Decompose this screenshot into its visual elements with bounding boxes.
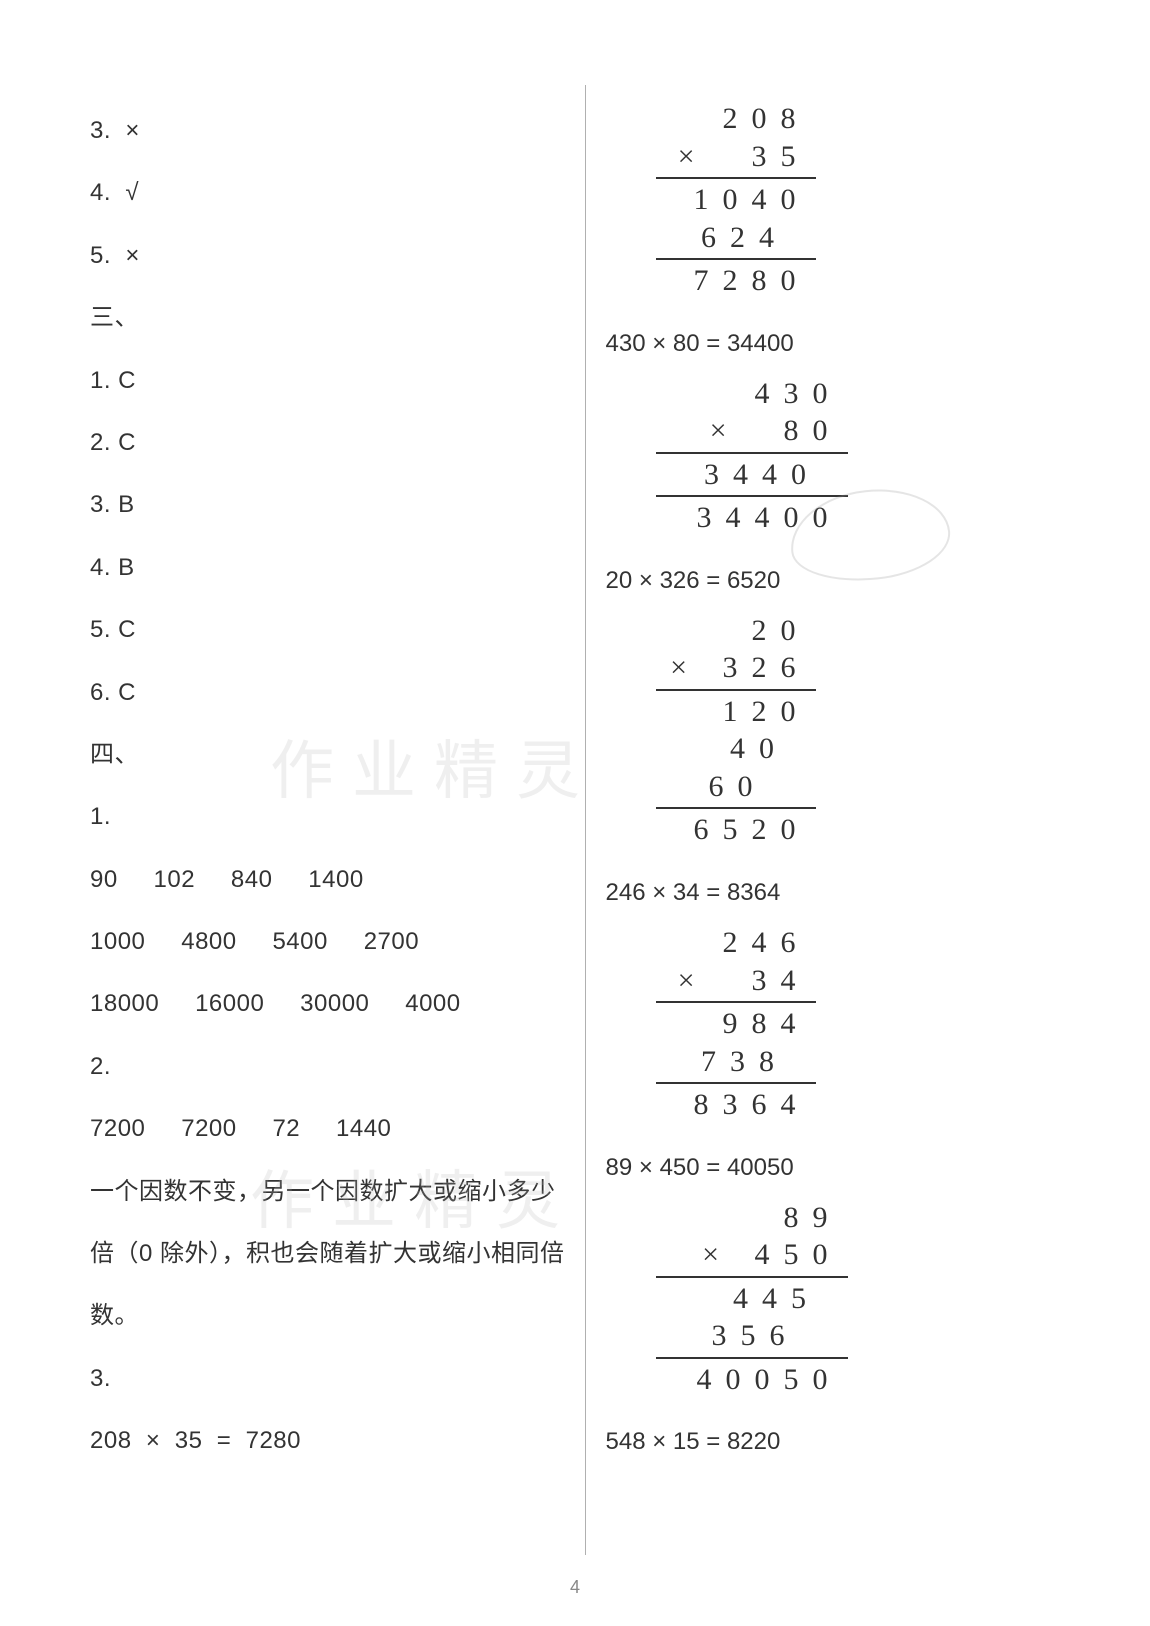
rule-line — [656, 495, 848, 497]
calc-row: 8364 — [656, 1086, 816, 1124]
answer-line: 6. C — [90, 662, 565, 724]
answer-line: 3. × — [90, 100, 565, 162]
answer-line: 2. C — [90, 412, 565, 474]
answer-line: 5. × — [90, 225, 565, 287]
rule-line — [656, 177, 816, 179]
rule-line — [656, 1357, 848, 1359]
answer-line: 一个因数不变，另一个因数扩大或缩小多少 — [90, 1161, 565, 1223]
calc-row: 40050 — [656, 1361, 848, 1399]
answer-line: 三、 — [90, 287, 565, 349]
answer-line: 208 × 35 = 7280 — [90, 1410, 565, 1472]
equation-line: 20 × 326 = 6520 — [606, 559, 1060, 602]
answer-line: 1000 4800 5400 2700 — [90, 911, 565, 973]
calc-row: × 35 — [656, 138, 816, 176]
calc-row: 34400 — [656, 499, 848, 537]
calc-row: 208 — [656, 100, 816, 138]
calc-row: 1040 — [656, 181, 816, 219]
rule-line — [656, 689, 816, 691]
calc-row: 356 — [656, 1317, 848, 1355]
calc-row: 445 — [656, 1280, 848, 1318]
long-multiplication: 430 × 80 3440 34400 — [656, 375, 848, 537]
calc-row: × 450 — [656, 1236, 848, 1274]
rule-line — [656, 1276, 848, 1278]
calc-row: 60 — [656, 768, 816, 806]
answer-line: 90 102 840 1400 — [90, 849, 565, 911]
page: 作业精灵作业精灵 3. ×4. √5. ×三、1. C2. C3. B4. B5… — [0, 0, 1150, 1626]
calc-row: 430 — [656, 375, 848, 413]
answer-line: 5. C — [90, 599, 565, 661]
long-multiplication: 246× 34 984 738 8364 — [656, 924, 816, 1124]
answer-line: 4. B — [90, 537, 565, 599]
calc-row: 984 — [656, 1005, 816, 1043]
calc-row: 20 — [656, 612, 816, 650]
calc-row: 40 — [656, 730, 816, 768]
rule-line — [656, 1082, 816, 1084]
left-column: 3. ×4. √5. ×三、1. C2. C3. B4. B5. C6. C四、… — [70, 100, 585, 1576]
rule-line — [656, 452, 848, 454]
calc-row: 6520 — [656, 811, 816, 849]
answer-line: 倍（0 除外），积也会随着扩大或缩小相同倍 — [90, 1223, 565, 1285]
answer-line: 3. B — [90, 474, 565, 536]
long-multiplication: 208× 35 1040 624 7280 — [656, 100, 816, 300]
long-multiplication: 20× 326 120 40 60 6520 — [656, 612, 816, 849]
calc-row: 120 — [656, 693, 816, 731]
equation-line: 89 × 450 = 40050 — [606, 1146, 1060, 1189]
answer-line: 数。 — [90, 1285, 565, 1347]
calc-row: × 326 — [656, 649, 816, 687]
calc-row: × 80 — [656, 412, 848, 450]
answer-line: 1. — [90, 786, 565, 848]
equation-line: 246 × 34 = 8364 — [606, 871, 1060, 914]
calc-row: 7280 — [656, 262, 816, 300]
rule-line — [656, 807, 816, 809]
long-multiplication: 89 × 450 445 356 40050 — [656, 1199, 848, 1399]
right-column: 208× 35 1040 624 7280 430 × 80 = 34400 43… — [586, 100, 1080, 1576]
calc-row: 3440 — [656, 456, 848, 494]
calc-row: 246 — [656, 924, 816, 962]
equation-line: 430 × 80 = 34400 — [606, 322, 1060, 365]
answer-line: 3. — [90, 1348, 565, 1410]
calc-row: 624 — [656, 219, 816, 257]
answer-line: 18000 16000 30000 4000 — [90, 973, 565, 1035]
rule-line — [656, 1001, 816, 1003]
calc-row: 738 — [656, 1043, 816, 1081]
answer-line: 7200 7200 72 1440 — [90, 1098, 565, 1160]
answer-line: 1. C — [90, 350, 565, 412]
rule-line — [656, 258, 816, 260]
calc-row: 89 — [656, 1199, 848, 1237]
answer-line: 4. √ — [90, 162, 565, 224]
answer-line: 四、 — [90, 724, 565, 786]
page-number: 4 — [0, 1577, 1150, 1598]
calc-row: × 34 — [656, 962, 816, 1000]
answer-line: 2. — [90, 1036, 565, 1098]
equation-line: 548 × 15 = 8220 — [606, 1420, 1060, 1463]
